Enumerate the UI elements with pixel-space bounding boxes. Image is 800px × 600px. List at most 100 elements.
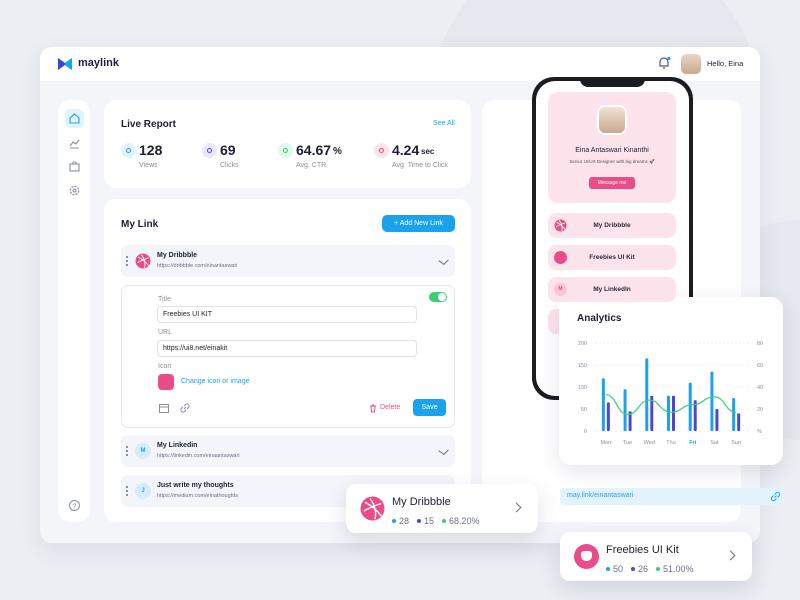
sidebar (58, 100, 90, 522)
calendar-icon[interactable] (158, 402, 170, 414)
profile-avatar (597, 105, 627, 135)
analytics-card: Analytics 0 50 100 150 200% 20 40 60 80 Mon Tue Wed… (559, 297, 783, 465)
greeting: Hello, Eina (707, 59, 744, 68)
share-url-bar[interactable] (560, 488, 785, 505)
y2-tick-label: % (757, 429, 762, 435)
stat-icon-dot (126, 148, 131, 153)
url-input[interactable]: https://ui8.net/einakit (157, 340, 417, 357)
change-icon[interactable]: Change icon or image (181, 378, 250, 385)
stat-icon-dot (207, 148, 212, 153)
link-icon[interactable] (179, 402, 191, 414)
label: Icon (158, 363, 172, 370)
live-report-title: Live Report (121, 119, 177, 130)
link-title: My Dribbble (157, 252, 198, 259)
trend-line (605, 394, 737, 416)
y-tick-label: 0 (584, 429, 587, 435)
nav-settings[interactable] (68, 184, 81, 197)
nav-home[interactable] (68, 112, 81, 125)
x-tick-label: Wed (644, 440, 655, 446)
analytics-chart: Analytics 0 50 100 150 200% 20 40 60 80 Mon Tue Wed… (577, 313, 763, 446)
y2-tick-label: 80 (757, 341, 763, 347)
link-url: https://dribbble.com/einantaswari (157, 263, 238, 269)
save-button[interactable]: Save (413, 399, 446, 416)
bar (672, 395, 675, 431)
nav-shop[interactable] (68, 160, 81, 173)
y-tick-label: 200 (578, 341, 587, 347)
float-stat: 68.20% (449, 516, 480, 526)
icon-preview[interactable] (158, 374, 174, 390)
delete-button[interactable]: Delete (380, 404, 401, 411)
link-badge (135, 253, 151, 269)
float-stat: 50 (613, 564, 624, 574)
float-stat: 28 (399, 516, 410, 526)
bar (650, 395, 654, 431)
share-url[interactable]: may.link/einantaswari (567, 492, 634, 499)
avatar[interactable] (681, 54, 701, 74)
profile-bio: Senior UI/UX Designer with big dreams 🚀 (569, 159, 655, 164)
y2-tick-label: 60 (757, 363, 763, 369)
see-all[interactable]: See All (433, 120, 455, 127)
link-badge: M (135, 443, 151, 459)
bar (732, 398, 736, 431)
bell-icon[interactable] (657, 56, 671, 70)
logo-text[interactable]: maylink (78, 57, 119, 69)
nav-help[interactable]: ? (68, 499, 81, 512)
stat-value: 4.24 (392, 142, 420, 158)
bar (601, 378, 605, 431)
dribbble-line (555, 220, 566, 232)
bar (715, 409, 719, 431)
delete-icon[interactable] (368, 403, 378, 413)
stat-unit: % (333, 146, 342, 157)
link-title: My Linkedin (157, 442, 198, 449)
dribbble-ball (135, 253, 151, 269)
link-item[interactable] (121, 245, 455, 277)
drag-handle (126, 486, 130, 496)
bar (693, 400, 697, 431)
stat-dot (417, 519, 422, 523)
y2-tick-label: 40 (757, 385, 763, 391)
message-button[interactable]: Message me (589, 177, 635, 189)
drag-handle (126, 446, 130, 456)
y-tick-label: 150 (578, 363, 587, 369)
stat-dot (656, 567, 661, 571)
toggle-knob (438, 293, 446, 301)
phone-link[interactable]: My Dribbble (548, 213, 676, 238)
nav-stats[interactable] (68, 137, 81, 150)
phone-link[interactable]: My LinkedIn (548, 277, 676, 302)
add-link-button[interactable]: + Add New Link (382, 215, 455, 232)
dribbble-line (363, 498, 382, 520)
link-url: https://linkedin.com/einaantaswari (157, 453, 240, 459)
analytics-title: Analytics (577, 313, 622, 324)
float-stat: 15 (424, 516, 435, 526)
x-tick-label: Mon (601, 440, 612, 446)
stat-dot (442, 519, 447, 523)
phone-link-badge: M (554, 283, 567, 296)
y2-tick-label: 20 (757, 407, 763, 413)
y-tick-label: 100 (578, 385, 587, 391)
float-card-icon (360, 496, 385, 521)
float-card-stats: 50 26 51.00% (606, 559, 702, 577)
link-item[interactable] (121, 435, 455, 467)
bar (710, 371, 714, 431)
copy-link-icon[interactable] (770, 491, 781, 502)
link-title: Just write my thoughts (157, 482, 234, 489)
bar (645, 358, 649, 431)
stat-dot (606, 567, 610, 571)
title-input[interactable]: Freebies UI KIT (157, 306, 417, 323)
bar (688, 382, 692, 431)
phone-link[interactable]: Freebies UI Kit (548, 245, 676, 270)
bar (667, 395, 670, 431)
stat-label: Avg. CTR (296, 162, 327, 169)
stat-value: 128 (139, 142, 163, 158)
phone-link-badge (554, 219, 567, 232)
float-stat: 26 (638, 564, 649, 574)
float-card-stats: 28 15 68.20% (392, 511, 488, 529)
stat-label: Clicks (220, 162, 239, 169)
float-card-icon-glyph (581, 551, 592, 561)
bar (737, 413, 741, 431)
toggle[interactable] (429, 292, 447, 302)
bar (623, 389, 627, 431)
x-tick-label: Sun (731, 440, 741, 446)
top-bar (40, 47, 760, 81)
